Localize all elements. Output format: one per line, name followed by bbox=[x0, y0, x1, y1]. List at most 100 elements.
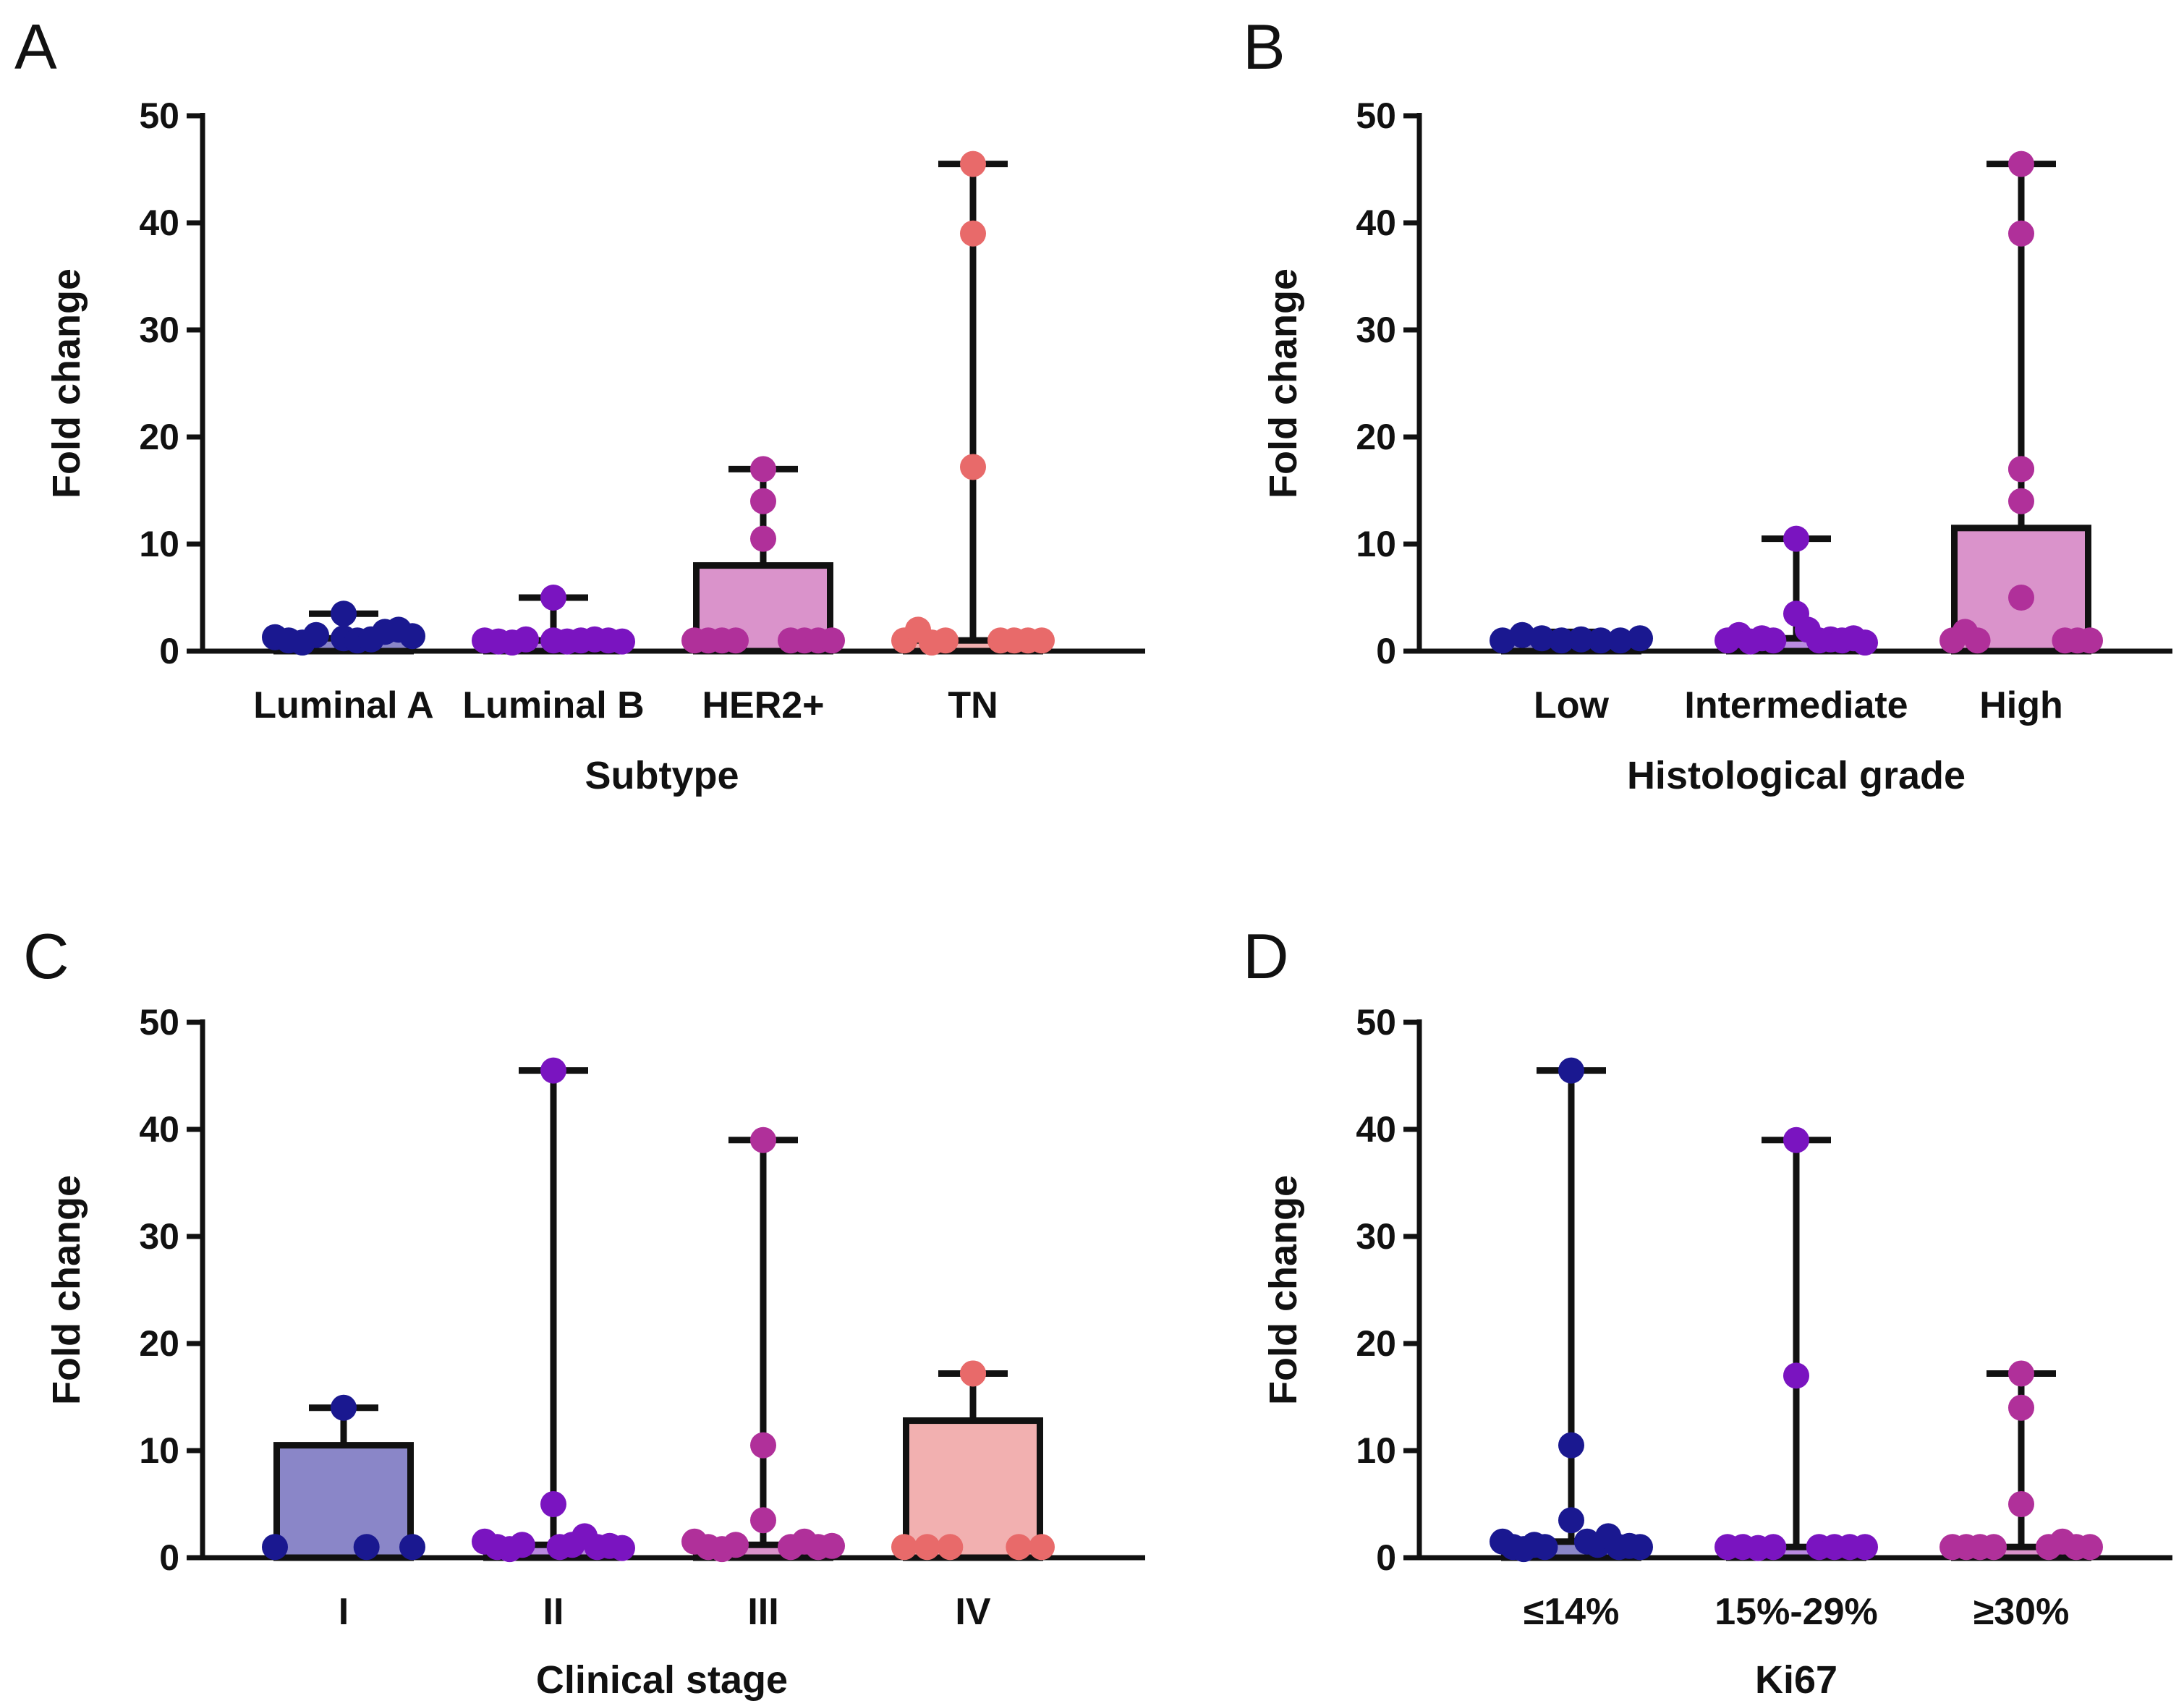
y-tick-label: 50 bbox=[139, 1002, 179, 1043]
category-group: III bbox=[681, 1126, 845, 1633]
y-tick-label: 10 bbox=[139, 524, 179, 564]
data-point bbox=[1029, 1534, 1055, 1561]
data-point bbox=[262, 1534, 288, 1561]
data-point bbox=[1587, 627, 1614, 654]
panel-letter: A bbox=[14, 11, 57, 82]
x-tick-label: ≤14% bbox=[1524, 1591, 1620, 1633]
data-point bbox=[2077, 1534, 2103, 1561]
y-tick-label: 40 bbox=[139, 203, 179, 243]
y-tick-label: 0 bbox=[1376, 1537, 1396, 1578]
y-tick-label: 10 bbox=[139, 1430, 179, 1471]
data-point bbox=[750, 1126, 776, 1153]
data-point bbox=[2008, 150, 2034, 177]
data-point bbox=[1783, 1126, 1809, 1153]
data-point bbox=[540, 1491, 566, 1517]
y-axis-title: Fold change bbox=[45, 1175, 88, 1405]
data-point bbox=[609, 1535, 635, 1561]
data-point bbox=[1852, 1534, 1878, 1561]
x-tick-label: Intermediate bbox=[1684, 684, 1908, 726]
x-axis-title: Clinical stage bbox=[536, 1658, 788, 1702]
data-point bbox=[2008, 1491, 2034, 1517]
x-axis-title: Histological grade bbox=[1627, 754, 1966, 797]
panel-letter: B bbox=[1243, 11, 1286, 82]
data-point bbox=[750, 1432, 776, 1459]
data-point bbox=[960, 1360, 986, 1387]
data-point bbox=[399, 623, 425, 650]
data-point bbox=[819, 1532, 845, 1559]
bar bbox=[273, 1442, 414, 1561]
data-point bbox=[2077, 627, 2103, 654]
data-point bbox=[1548, 627, 1575, 654]
x-tick-label: III bbox=[747, 1591, 778, 1633]
category-group: ≤14% bbox=[1490, 1057, 1653, 1633]
category-group: HER2+ bbox=[681, 456, 845, 726]
y-tick-label: 20 bbox=[139, 417, 179, 457]
data-point bbox=[331, 601, 357, 627]
data-point bbox=[1852, 629, 1878, 656]
data-point bbox=[891, 1534, 917, 1561]
data-point bbox=[2008, 1394, 2034, 1421]
x-tick-label: Luminal A bbox=[253, 684, 433, 726]
data-point bbox=[1558, 1432, 1584, 1459]
data-point bbox=[1627, 625, 1653, 652]
data-point bbox=[1029, 627, 1055, 654]
data-point bbox=[509, 1532, 535, 1558]
data-point bbox=[750, 456, 776, 483]
y-tick-label: 40 bbox=[1356, 203, 1396, 243]
x-tick-label: Low bbox=[1534, 684, 1610, 726]
y-tick-label: 10 bbox=[1356, 1430, 1396, 1471]
x-tick-label: II bbox=[543, 1591, 564, 1633]
data-point bbox=[2008, 488, 2034, 514]
data-point bbox=[1964, 627, 1991, 654]
data-point bbox=[2008, 1360, 2034, 1387]
y-tick-label: 10 bbox=[1356, 524, 1396, 564]
y-tick-label: 0 bbox=[159, 631, 179, 671]
y-tick-label: 50 bbox=[139, 96, 179, 136]
data-point bbox=[1558, 1507, 1584, 1534]
data-point bbox=[303, 621, 329, 648]
category-group: IV bbox=[891, 1360, 1055, 1633]
y-tick-label: 50 bbox=[1356, 96, 1396, 136]
data-point bbox=[1760, 627, 1787, 654]
data-point bbox=[1529, 625, 1555, 652]
panel-a: A 0 10 20 30 40 50 Fold change Subtype Luminal A L… bbox=[14, 11, 1145, 797]
y-axis-title: Fold change bbox=[1262, 1175, 1305, 1405]
data-point bbox=[1006, 1534, 1032, 1561]
x-tick-label: HER2+ bbox=[702, 684, 824, 726]
data-point bbox=[914, 1534, 940, 1561]
x-axis-title: Subtype bbox=[585, 754, 739, 797]
category-group: I bbox=[262, 1394, 425, 1633]
category-group: ≥30% bbox=[1939, 1360, 2103, 1633]
y-tick-label: 0 bbox=[1376, 631, 1396, 671]
category-group: 15%-29% bbox=[1715, 1126, 1878, 1633]
data-point bbox=[932, 627, 959, 654]
x-tick-label: High bbox=[1979, 684, 2063, 726]
y-axis-title: Fold change bbox=[1262, 268, 1305, 498]
y-tick-label: 40 bbox=[139, 1109, 179, 1150]
x-tick-label: TN bbox=[948, 684, 998, 726]
y-tick-label: 0 bbox=[159, 1537, 179, 1578]
y-tick-label: 30 bbox=[1356, 1216, 1396, 1257]
data-point bbox=[1783, 525, 1809, 552]
y-tick-label: 30 bbox=[139, 1216, 179, 1257]
y-tick-label: 20 bbox=[1356, 1323, 1396, 1364]
y-tick-label: 50 bbox=[1356, 1002, 1396, 1043]
data-point bbox=[960, 454, 986, 480]
data-point bbox=[750, 525, 776, 552]
x-tick-label: I bbox=[339, 1591, 349, 1633]
y-tick-label: 40 bbox=[1356, 1109, 1396, 1150]
data-point bbox=[513, 626, 539, 653]
y-tick-label: 30 bbox=[139, 310, 179, 350]
data-point bbox=[960, 220, 986, 247]
data-point bbox=[750, 488, 776, 514]
category-group: Luminal B bbox=[462, 585, 645, 726]
category-group: Intermediate bbox=[1684, 525, 1908, 726]
y-tick-label: 30 bbox=[1356, 310, 1396, 350]
data-point bbox=[1607, 627, 1633, 654]
data-point bbox=[723, 1532, 749, 1558]
data-point bbox=[1568, 626, 1594, 653]
panel-letter: C bbox=[23, 920, 69, 992]
data-point bbox=[2008, 585, 2034, 611]
